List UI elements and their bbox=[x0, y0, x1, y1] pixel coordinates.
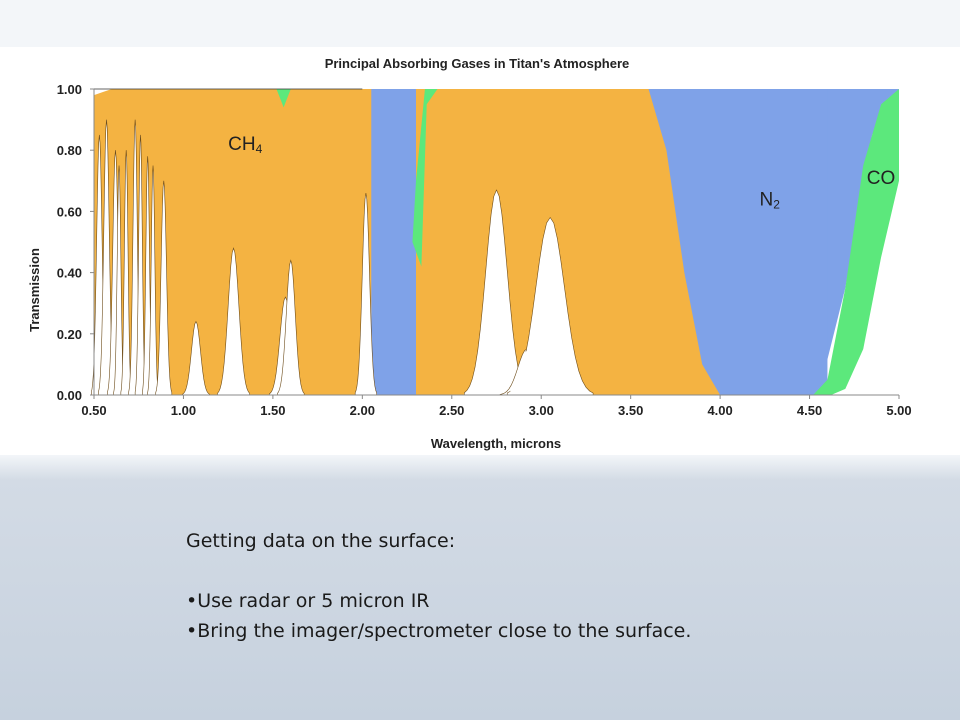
y-tick-label: 0.00 bbox=[57, 388, 82, 403]
transmission-window bbox=[354, 192, 377, 396]
transmission-window bbox=[217, 247, 250, 396]
transmission-window bbox=[182, 320, 210, 396]
transmission-chart: Principal Absorbing Gases in Titan's Atm… bbox=[27, 56, 912, 451]
x-tick-label: 3.50 bbox=[618, 403, 643, 418]
n2-label: N2 bbox=[759, 189, 780, 211]
ch4-label: CH4 bbox=[228, 134, 262, 156]
slide-text-box: Getting data on the surface: •Use radar … bbox=[186, 526, 906, 646]
green-notch-area bbox=[276, 89, 291, 108]
y-tick-label: 0.80 bbox=[57, 143, 82, 158]
y-tick-label: 0.20 bbox=[57, 327, 82, 342]
chart-panel: Principal Absorbing Gases in Titan's Atm… bbox=[0, 47, 960, 455]
green-band-area bbox=[412, 89, 438, 267]
slide-heading: Getting data on the surface: bbox=[186, 530, 456, 552]
bullet-item: •Bring the imager/spectrometer close to … bbox=[186, 620, 692, 642]
x-tick-label: 0.50 bbox=[81, 403, 106, 418]
x-tick-label: 2.50 bbox=[439, 403, 464, 418]
x-tick-label: 3.00 bbox=[529, 403, 554, 418]
co-absorption-area bbox=[813, 89, 899, 395]
y-tick-label: 1.00 bbox=[57, 82, 82, 97]
x-axis-label: Wavelength, microns bbox=[431, 436, 561, 451]
y-axis-label: Transmission bbox=[27, 248, 42, 332]
transmission-window bbox=[277, 259, 305, 396]
x-tick-label: 5.00 bbox=[886, 403, 911, 418]
transmission-window bbox=[155, 180, 173, 396]
x-tick-label: 4.00 bbox=[707, 403, 732, 418]
x-tick-label: 4.50 bbox=[797, 403, 822, 418]
x-tick-label: 2.00 bbox=[350, 403, 375, 418]
transmission-window-shoulder bbox=[509, 342, 542, 395]
bullet-item: •Use radar or 5 micron IR bbox=[186, 590, 430, 612]
x-tick-label: 1.00 bbox=[171, 403, 196, 418]
co-label: CO bbox=[867, 168, 896, 189]
y-tick-label: 0.60 bbox=[57, 204, 82, 219]
chart-title: Principal Absorbing Gases in Titan's Atm… bbox=[325, 56, 630, 71]
y-tick-label: 0.40 bbox=[57, 266, 82, 281]
x-tick-label: 1.50 bbox=[260, 403, 285, 418]
